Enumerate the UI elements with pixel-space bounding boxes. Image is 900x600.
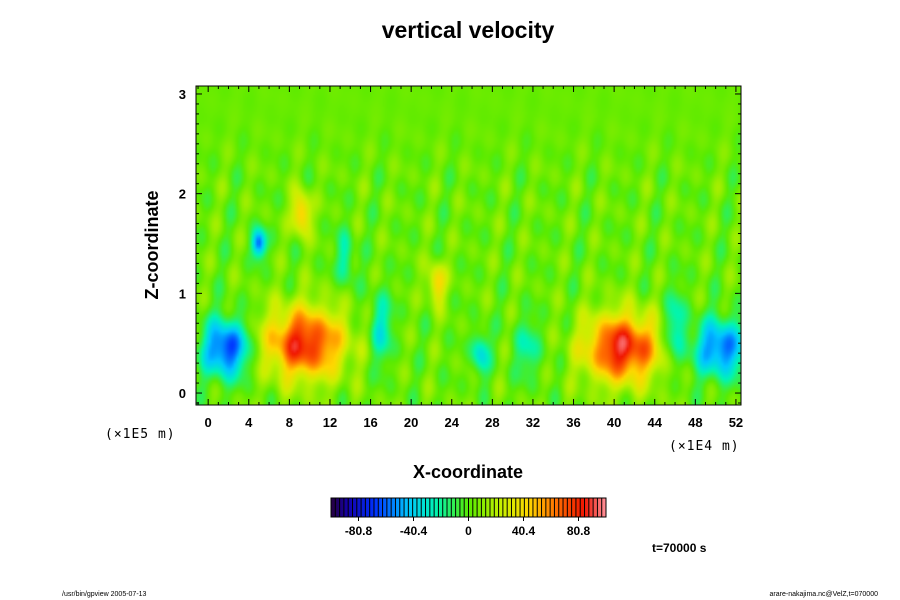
x-tick-label: 36 [566, 415, 580, 430]
x-axis-ticks: 0 4 8 12 16 20 24 28 32 36 40 44 48 52 [197, 86, 743, 430]
x-tick-label: 40 [607, 415, 621, 430]
colorbar-tick-label: 80.8 [567, 524, 591, 538]
x-tick-label: 24 [445, 415, 460, 430]
x-tick-label: 4 [245, 415, 253, 430]
y-tick-label: 0 [179, 386, 186, 401]
colorbar-tick-label: -40.4 [400, 524, 428, 538]
x-tick-label: 8 [286, 415, 293, 430]
colorbar-tick-label: -80.8 [345, 524, 373, 538]
x-tick-label: 16 [363, 415, 377, 430]
y-unit-label: (×1E5 m) [105, 427, 176, 442]
y-tick-label: 2 [179, 187, 186, 202]
y-axis-ticks: 0 1 2 3 [179, 87, 741, 404]
x-tick-label: 20 [404, 415, 418, 430]
heatmap-field [196, 86, 741, 405]
x-axis-label: X-coordinate [413, 462, 523, 482]
time-label: t=70000 s [652, 541, 707, 555]
footer-right: arare-nakajima.nc@VelZ,t=070000 [770, 591, 879, 598]
y-tick-label: 3 [179, 87, 186, 102]
y-tick-label: 1 [179, 286, 186, 301]
x-tick-label: 52 [729, 415, 743, 430]
colorbar-ticks: -80.8 -40.4 0 40.4 80.8 [334, 498, 603, 538]
y-axis-label: Z-coordinate [142, 190, 162, 299]
x-tick-label: 32 [526, 415, 540, 430]
chart-title: vertical velocity [382, 17, 555, 43]
x-tick-label: 0 [205, 415, 212, 430]
colorbar: -80.8 -40.4 0 40.4 80.8 [330, 497, 607, 538]
colorbar-tick-label: 40.4 [512, 524, 536, 538]
footer-left: /usr/bin/gpview 2005-07-13 [62, 591, 147, 598]
x-tick-label: 44 [647, 415, 662, 430]
plot-frame [195, 85, 742, 406]
x-tick-label: 28 [485, 415, 499, 430]
x-unit-label: (×1E4 m) [669, 439, 740, 454]
x-tick-label: 12 [323, 415, 337, 430]
x-tick-label: 48 [688, 415, 702, 430]
colorbar-tick-label: 0 [465, 524, 472, 538]
